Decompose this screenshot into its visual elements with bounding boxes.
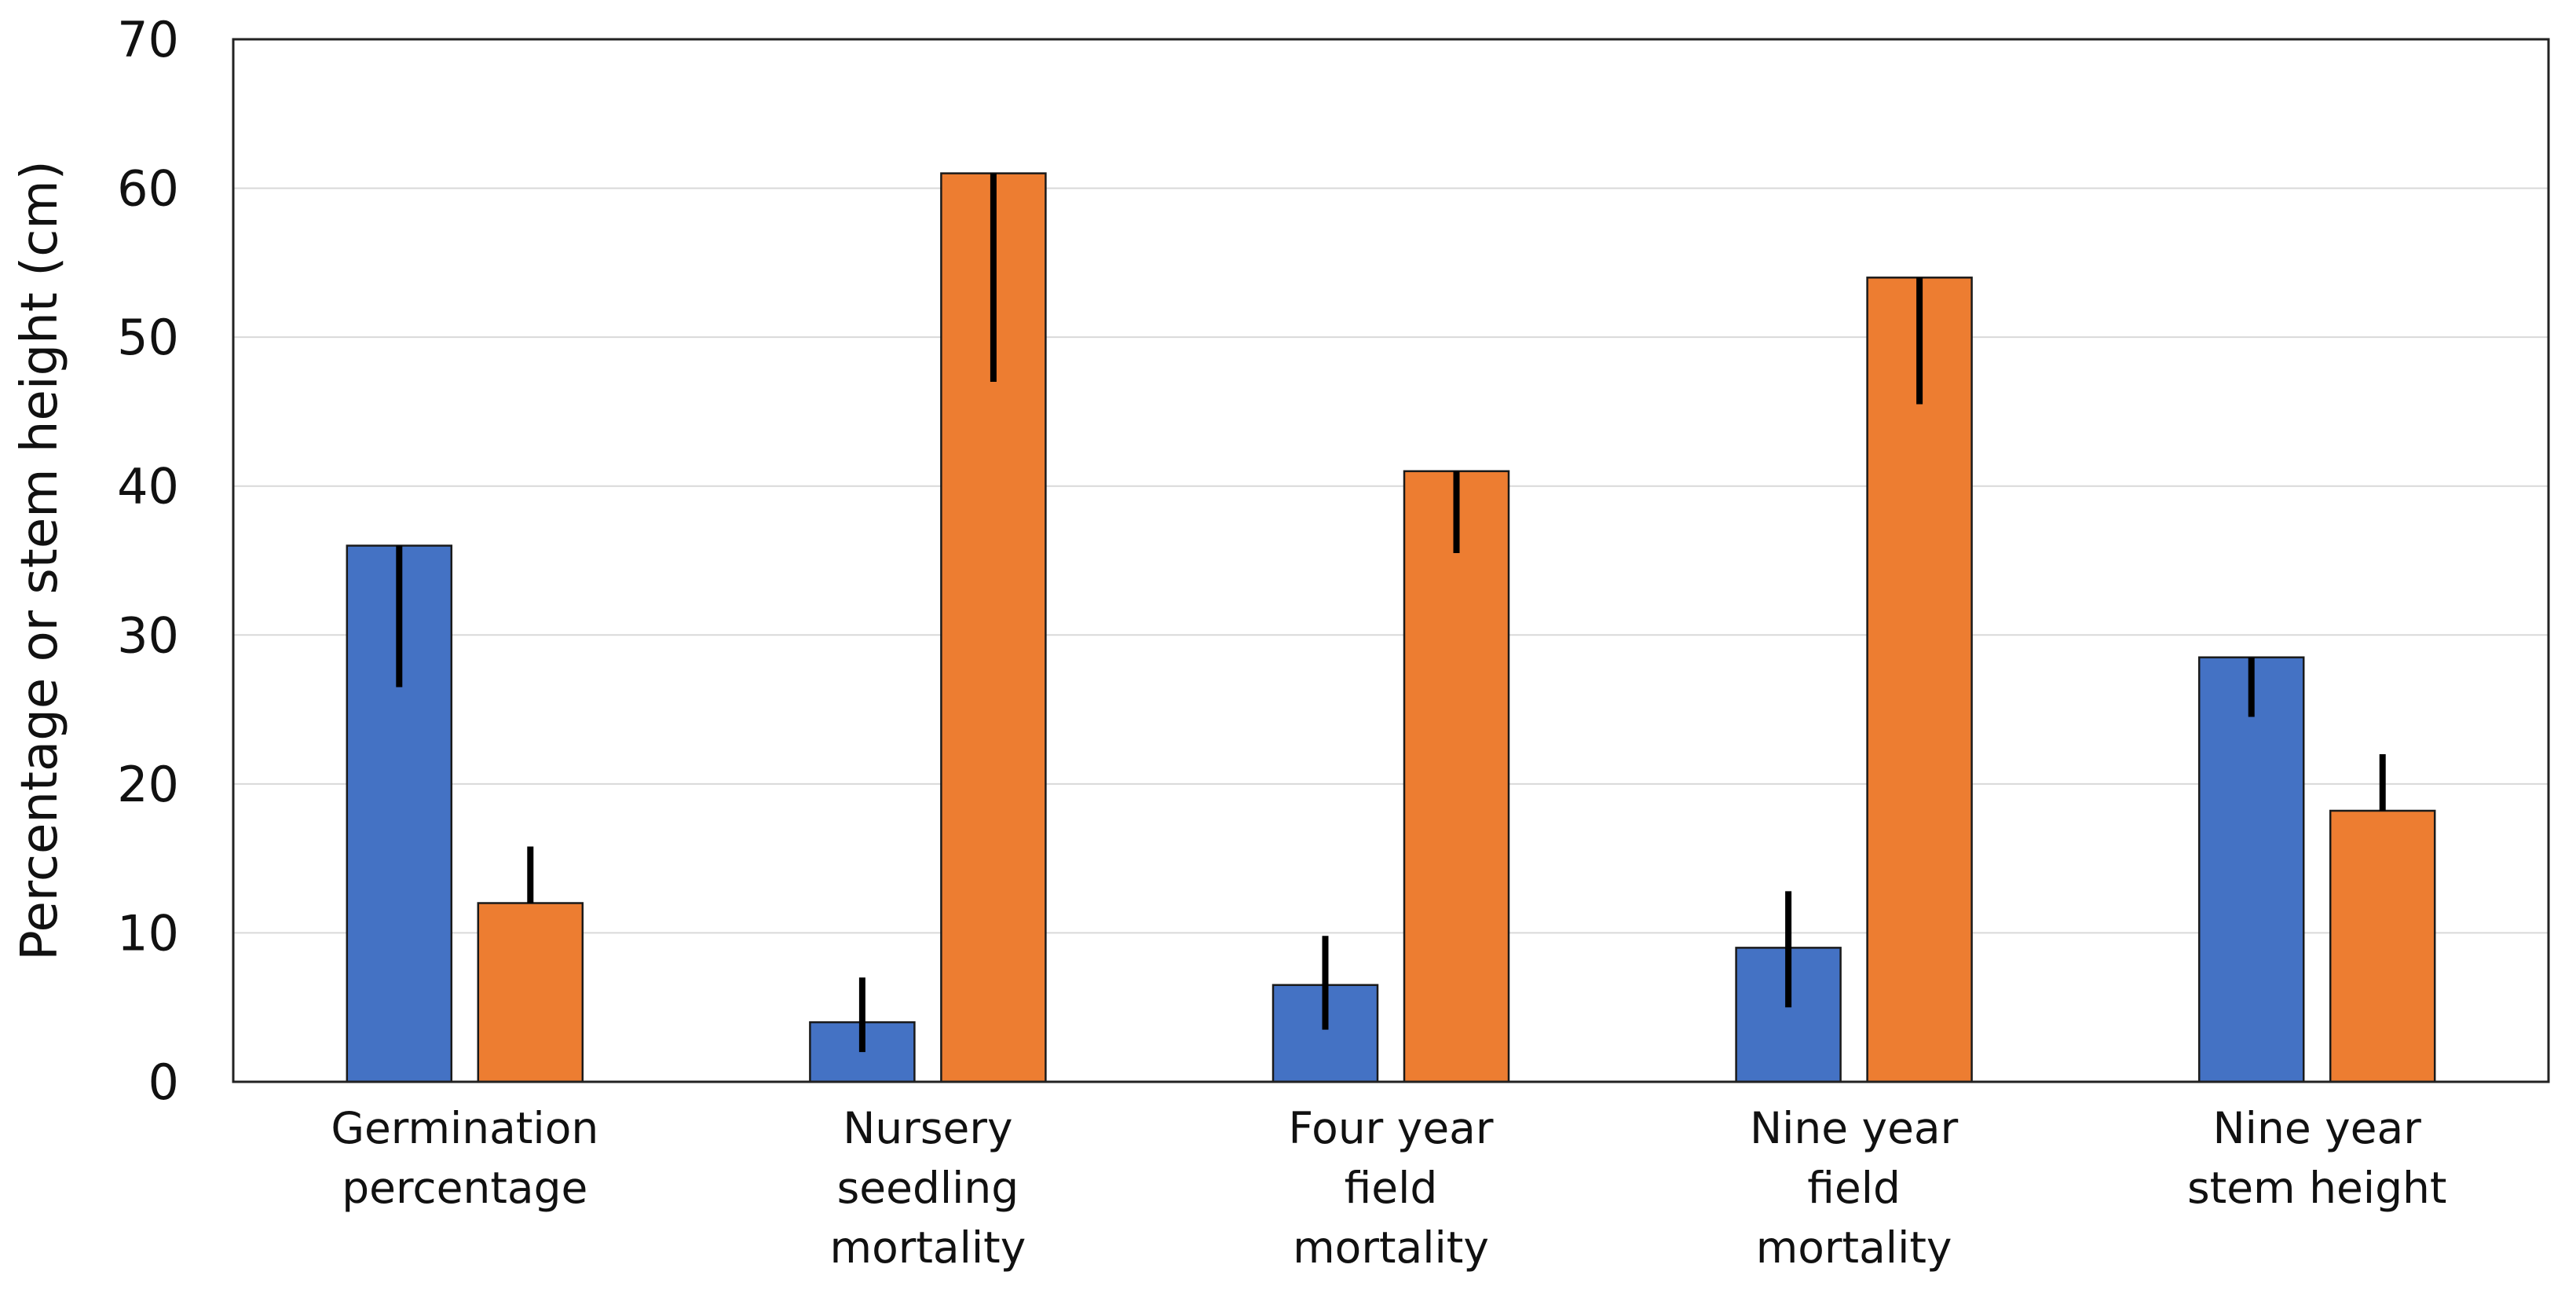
plot-frame (232, 38, 2550, 1083)
bar (1403, 470, 1510, 1083)
bar (2329, 809, 2436, 1083)
x-category-label: Germination percentage (331, 1103, 598, 1213)
y-axis-ticks: 0 10 20 30 40 50 60 70 (117, 11, 179, 1111)
bar (2197, 656, 2305, 1083)
y-tick-label: 10 (117, 904, 179, 962)
bar (1866, 277, 1973, 1083)
x-axis-labels: Germination percentage Nursery seedling mort… (331, 1103, 2446, 1273)
y-tick-label: 30 (117, 607, 179, 664)
x-category-label: Nine year field mortality (1750, 1103, 1959, 1273)
y-tick-label: 50 (117, 309, 179, 366)
gridlines (233, 187, 2549, 934)
error-bars (396, 173, 2386, 1053)
bar (477, 902, 584, 1083)
bars (346, 172, 2436, 1083)
x-category-label: Nursery seedling mortality (830, 1103, 1026, 1273)
y-axis-label: Percentage or stem height (cm) (11, 160, 69, 961)
y-tick-label: 20 (117, 756, 179, 813)
x-category-label: Four year field mortality (1289, 1103, 1494, 1273)
y-tick-label: 60 (117, 160, 179, 218)
y-tick-label: 40 (117, 458, 179, 515)
y-tick-label: 70 (117, 11, 179, 68)
x-category-label: Nine year stem height (2187, 1103, 2446, 1213)
y-tick-label: 0 (148, 1054, 179, 1111)
